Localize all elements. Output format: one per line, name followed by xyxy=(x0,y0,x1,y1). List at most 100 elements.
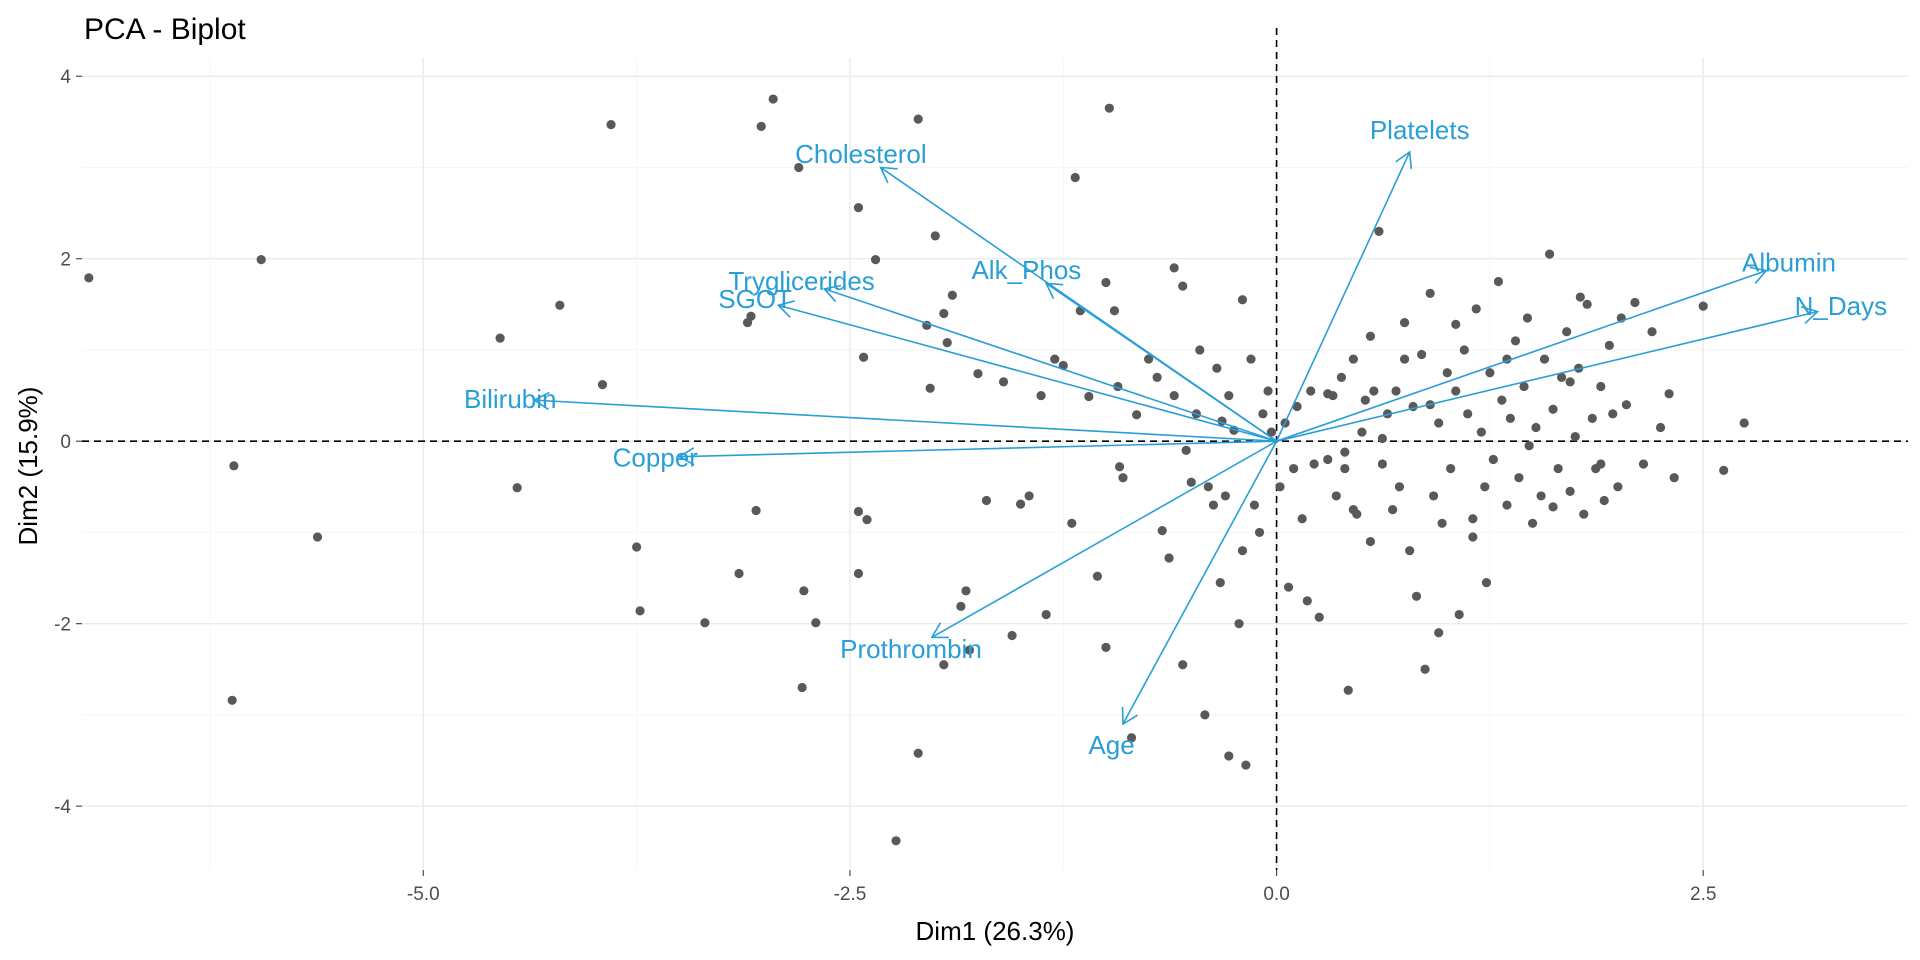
individual-point xyxy=(1084,391,1094,402)
individual-point xyxy=(495,333,505,343)
individual-point xyxy=(1481,578,1492,588)
variable-arrow-head xyxy=(1044,282,1064,300)
individual-point xyxy=(1548,502,1558,512)
individual-point xyxy=(1471,304,1481,314)
individual-point xyxy=(1468,532,1478,542)
individual-point xyxy=(1425,288,1435,298)
x-tick-label: -2.5 xyxy=(834,884,867,905)
variable-label: Prothrombin xyxy=(840,634,982,664)
individual-point xyxy=(1548,404,1558,414)
individual-point xyxy=(891,836,901,846)
variable-label: Copper xyxy=(613,442,699,472)
individual-point xyxy=(1698,301,1708,311)
individual-point xyxy=(1463,409,1473,419)
individual-point xyxy=(1283,582,1294,592)
individual-point xyxy=(1604,340,1614,350)
individual-point xyxy=(939,660,949,670)
individual-point xyxy=(1126,733,1137,743)
individual-point xyxy=(1101,642,1111,652)
individual-point xyxy=(1024,491,1034,501)
individual-point xyxy=(1488,454,1498,465)
individual-point xyxy=(1348,505,1358,515)
individual-point xyxy=(1360,395,1370,405)
variable-arrow-head xyxy=(532,391,550,411)
individual-point xyxy=(1203,482,1213,492)
individual-point xyxy=(1524,441,1534,451)
individual-point xyxy=(1212,363,1222,373)
individual-point xyxy=(1579,509,1589,519)
individual-point xyxy=(1374,226,1384,236)
individual-point xyxy=(913,748,923,758)
individual-point xyxy=(1164,553,1174,563)
individual-point xyxy=(1669,473,1679,483)
individual-point xyxy=(1553,463,1563,474)
individual-point xyxy=(227,695,237,705)
individual-point xyxy=(1608,409,1618,419)
individual-point xyxy=(1480,482,1490,492)
individual-point xyxy=(1420,664,1430,674)
individual-point xyxy=(1241,760,1251,770)
individual-point xyxy=(1522,313,1533,323)
individual-point xyxy=(1428,491,1439,501)
individual-point xyxy=(1314,612,1324,622)
individual-point xyxy=(811,618,821,628)
individual-point xyxy=(1365,331,1376,341)
individual-point xyxy=(1536,491,1546,501)
y-tick-label: 4 xyxy=(60,67,71,88)
individual-point xyxy=(1092,571,1102,581)
individual-point xyxy=(1104,103,1114,113)
individual-point xyxy=(870,255,881,265)
variable-arrow xyxy=(824,288,1277,442)
y-tick-label: 0 xyxy=(60,432,71,453)
x-axis-ticks: -5.0 -2.5 0.0 2.5 xyxy=(407,870,1716,905)
individual-point xyxy=(1143,354,1154,364)
individual-point xyxy=(1505,413,1515,423)
individual-point xyxy=(1434,628,1444,638)
individual-point xyxy=(797,682,807,693)
individual-point xyxy=(1527,518,1538,528)
y-axis-title: Dim2 (15.9%) xyxy=(13,387,43,546)
variable-arrow xyxy=(534,399,1277,442)
individual-point xyxy=(1405,546,1415,556)
individual-point xyxy=(1399,317,1410,328)
individual-point xyxy=(1007,630,1017,641)
individual-point xyxy=(942,338,952,348)
individual-point xyxy=(1556,372,1567,382)
individual-point xyxy=(1178,660,1188,670)
individual-point xyxy=(1451,386,1461,396)
individual-point xyxy=(1446,463,1456,474)
individual-point xyxy=(768,94,778,104)
variable-labels: Cholesterol Platelets Albumin N_Days Tryglic… xyxy=(464,115,1887,760)
individual-point xyxy=(1411,591,1422,601)
variable-arrow-head xyxy=(1749,266,1768,284)
variable-label: Bilirubin xyxy=(464,384,557,414)
variable-arrow-head xyxy=(677,447,695,466)
individual-point xyxy=(1596,459,1606,469)
individual-point xyxy=(1719,465,1729,475)
individual-point xyxy=(853,506,864,517)
individual-point xyxy=(1067,518,1077,528)
individual-point xyxy=(1582,299,1592,309)
individual-point xyxy=(746,311,756,321)
individual-point xyxy=(853,568,864,579)
variable-arrow xyxy=(1045,282,1278,442)
variable-arrow-head xyxy=(1121,707,1138,726)
individual-point xyxy=(1357,427,1367,437)
individual-point xyxy=(964,645,975,655)
individual-point xyxy=(1647,327,1657,337)
individual-point xyxy=(1519,381,1529,392)
variable-arrow xyxy=(679,440,1277,458)
individual-point xyxy=(1157,526,1167,536)
individual-point xyxy=(1050,354,1060,364)
individual-point xyxy=(1195,345,1205,355)
individual-point xyxy=(1377,433,1387,444)
individual-point xyxy=(794,162,804,173)
y-tick-label: -4 xyxy=(54,797,71,818)
individual-point xyxy=(1275,482,1285,492)
individual-point xyxy=(1015,499,1026,509)
x-axis-title: Dim1 (26.3%) xyxy=(916,916,1075,946)
individual-point xyxy=(751,505,761,516)
individual-point xyxy=(1114,462,1125,472)
variable-arrow-head xyxy=(1395,150,1413,169)
